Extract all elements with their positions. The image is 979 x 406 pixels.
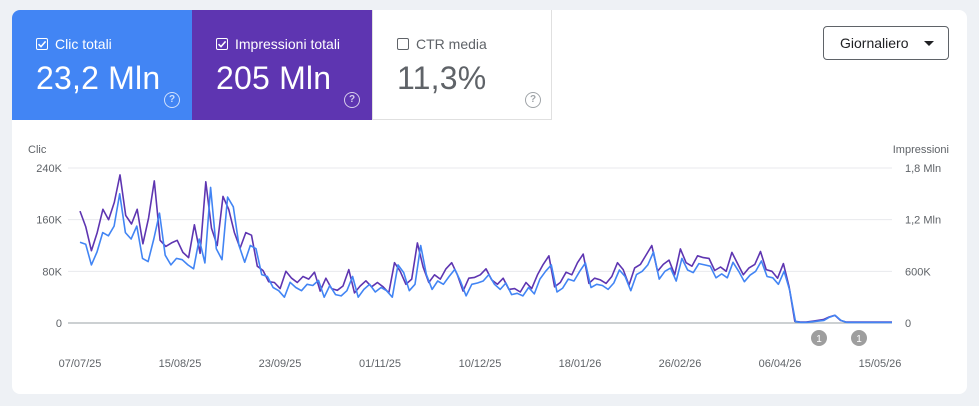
metric-impressions[interactable]: Impressioni totali 205 Mln ? bbox=[192, 10, 372, 120]
x-tick-label: 26/02/26 bbox=[659, 358, 702, 370]
left-tick-label: 160K bbox=[36, 215, 62, 227]
metric-impressions-label: Impressioni totali bbox=[235, 36, 341, 52]
checkbox-checked-icon[interactable] bbox=[36, 38, 48, 50]
x-tick-label: 23/09/25 bbox=[259, 358, 302, 370]
right-tick-label: 0 bbox=[905, 318, 911, 330]
metric-ctr-value: 11,3% bbox=[397, 60, 487, 96]
x-tick-label: 15/08/25 bbox=[159, 358, 202, 370]
metric-ctr-label: CTR media bbox=[416, 36, 487, 52]
x-tick-label: 06/04/26 bbox=[759, 358, 802, 370]
performance-card: Clic totali 23,2 Mln ? Impressioni total… bbox=[12, 10, 967, 394]
annotation-marker[interactable] bbox=[811, 330, 827, 346]
granularity-selected-value: Giornaliero bbox=[840, 35, 909, 51]
annotation-marker[interactable] bbox=[851, 330, 867, 346]
right-axis-title: Impressioni bbox=[893, 144, 949, 156]
right-tick-label: 1,2 Mln bbox=[905, 215, 941, 227]
metric-impressions-value: 205 Mln bbox=[216, 60, 332, 96]
caret-down-icon bbox=[924, 41, 934, 46]
checkbox-checked-icon[interactable] bbox=[216, 38, 228, 50]
metric-impressions-header: Impressioni totali bbox=[216, 36, 340, 52]
right-tick-label: 600K bbox=[905, 266, 931, 278]
annotation-marker-label: 1 bbox=[816, 334, 822, 345]
x-tick-label: 18/01/26 bbox=[559, 358, 602, 370]
help-icon[interactable]: ? bbox=[525, 92, 541, 108]
left-axis-title: Clic bbox=[28, 144, 47, 156]
left-tick-label: 80K bbox=[42, 266, 62, 278]
checkbox-unchecked-icon[interactable] bbox=[397, 38, 409, 50]
x-tick-label: 10/12/25 bbox=[459, 358, 502, 370]
help-icon[interactable]: ? bbox=[164, 92, 180, 108]
metric-clicks[interactable]: Clic totali 23,2 Mln ? bbox=[12, 10, 192, 120]
x-tick-label: 15/05/26 bbox=[859, 358, 902, 370]
help-icon[interactable]: ? bbox=[344, 92, 360, 108]
performance-chart[interactable]: Clic Impressioni 240K 1,8 Mln 160K 1,2 Mln 80K… bbox=[12, 10, 967, 394]
left-tick-label: 0 bbox=[56, 318, 62, 330]
series-line-clic bbox=[79, 186, 892, 324]
granularity-dropdown[interactable]: Giornaliero bbox=[823, 26, 949, 60]
annotation-marker-label: 1 bbox=[856, 334, 862, 345]
metric-clicks-header: Clic totali bbox=[36, 36, 112, 52]
x-tick-label: 01/11/25 bbox=[359, 358, 401, 370]
metric-clicks-label: Clic totali bbox=[55, 36, 112, 52]
x-tick-label: 07/07/25 bbox=[59, 358, 102, 370]
left-tick-label: 240K bbox=[36, 163, 62, 175]
metric-ctr[interactable]: CTR media 11,3% ? bbox=[372, 10, 552, 120]
metric-clicks-value: 23,2 Mln bbox=[36, 60, 161, 96]
metric-ctr-header: CTR media bbox=[397, 36, 487, 52]
right-tick-label: 1,8 Mln bbox=[905, 163, 941, 175]
